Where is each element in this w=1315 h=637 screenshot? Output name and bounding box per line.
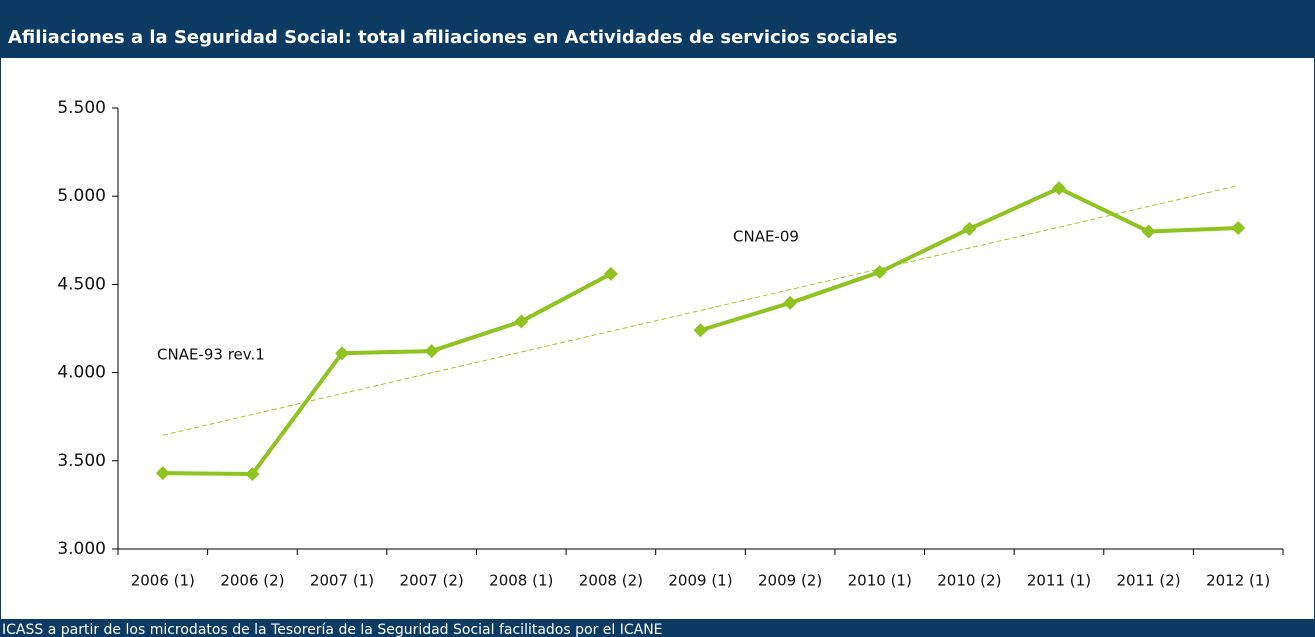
- marker: [335, 346, 350, 361]
- x-tick-label: 2012 (1): [1206, 572, 1270, 590]
- y-tick-label: 5.000: [57, 186, 106, 206]
- y-tick-label: 3.000: [57, 539, 106, 559]
- marker: [1231, 220, 1246, 235]
- chart-title: Afiliaciones a la Seguridad Social: tota…: [8, 27, 897, 48]
- series-line: [162, 272, 612, 477]
- y-tick-label: 3.500: [57, 451, 106, 471]
- marker: [693, 323, 708, 338]
- y-tick-label: 4.500: [57, 274, 106, 294]
- x-tick-label: 2008 (2): [579, 572, 643, 590]
- x-tick-label: 2011 (1): [1027, 572, 1091, 590]
- marker: [1051, 181, 1066, 196]
- y-tick-label: 5.500: [57, 98, 106, 118]
- marker: [514, 314, 529, 329]
- marker: [962, 221, 977, 236]
- marker: [155, 466, 170, 481]
- x-tick-label: 2008 (1): [489, 572, 553, 590]
- annotation: CNAE-09: [733, 228, 799, 246]
- x-tick-label: 2007 (2): [400, 572, 464, 590]
- marker: [872, 265, 887, 280]
- x-tick-label: 2009 (1): [668, 572, 732, 590]
- x-tick-label: 2010 (2): [937, 572, 1001, 590]
- marker: [424, 344, 439, 359]
- marker: [1141, 224, 1156, 239]
- marker: [603, 266, 618, 281]
- header-bar: [0, 0, 1315, 58]
- footer-bar: [0, 619, 1315, 637]
- x-tick-label: 2009 (2): [758, 572, 822, 590]
- x-tick-label: 2007 (1): [310, 572, 374, 590]
- y-tick-label: 4.000: [57, 363, 106, 383]
- marker: [245, 467, 260, 482]
- x-tick-label: 2006 (2): [220, 572, 284, 590]
- marker: [783, 295, 798, 310]
- source: ICASS a partir de los microdatos de la T…: [2, 622, 663, 637]
- x-tick-label: 2010 (1): [848, 572, 912, 590]
- x-tick-label: 2011 (2): [1116, 572, 1180, 590]
- annotation: CNAE-93 rev.1: [157, 346, 265, 364]
- x-tick-label: 2006 (1): [131, 572, 195, 590]
